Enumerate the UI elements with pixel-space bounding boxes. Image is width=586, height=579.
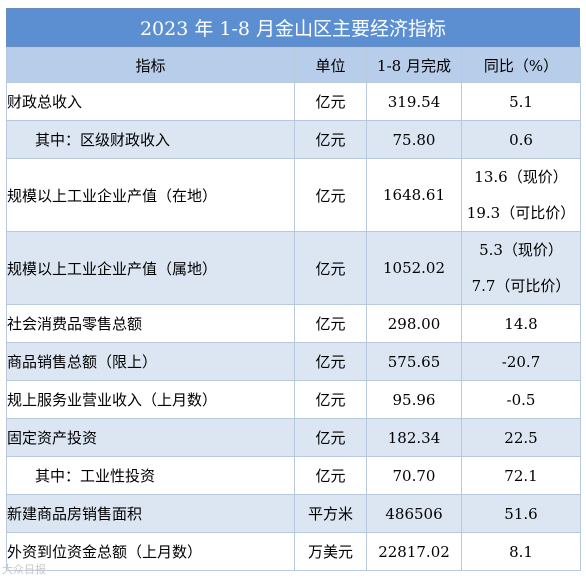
indicator-table: 指标 单位 1-8 月完成 同比（%） 财政总收入 亿元 319.54 5.1 … [6, 47, 581, 571]
row-name: 社会消费品零售总额 [6, 304, 295, 343]
row-name: 商品销售总额（限上） [6, 342, 295, 381]
row-yoy-current-price: 13.6（现价） [474, 168, 568, 186]
row-name: 新建商品房销售面积 [6, 494, 295, 533]
row-value: 1648.61 [366, 158, 462, 232]
row-yoy-current-price: 5.3（现价） [479, 241, 563, 259]
row-value: 319.54 [366, 82, 462, 121]
row-unit: 亿元 [294, 231, 367, 305]
row-unit: 亿元 [294, 456, 367, 495]
table-row: 固定资产投资 亿元 182.34 22.5 [6, 418, 581, 457]
row-value: 182.34 [366, 418, 462, 457]
header-completed: 1-8 月完成 [366, 47, 462, 83]
row-unit: 平方米 [294, 494, 367, 533]
row-yoy: -0.5 [461, 380, 581, 419]
row-yoy: 5.1 [461, 82, 581, 121]
table-row: 新建商品房销售面积 平方米 486506 51.6 [6, 494, 581, 533]
row-name: 规模以上工业企业产值（在地） [6, 158, 295, 232]
table-row: 规模以上工业企业产值（属地） 亿元 1052.02 5.3（现价） 7.7（可比… [6, 231, 581, 305]
row-value: 486506 [366, 494, 462, 533]
row-yoy: 14.8 [461, 304, 581, 343]
table-row: 规上服务业营业收入（上月数） 亿元 95.96 -0.5 [6, 380, 581, 419]
row-yoy: 72.1 [461, 456, 581, 495]
row-value: 575.65 [366, 342, 462, 381]
row-yoy-cell: 5.3（现价） 7.7（可比价） [461, 231, 581, 305]
table-title: 2023 年 1-8 月金山区主要经济指标 [6, 8, 580, 47]
row-unit: 亿元 [294, 380, 367, 419]
table-row: 其中：工业性投资 亿元 70.70 72.1 [6, 456, 581, 495]
header-indicator: 指标 [6, 47, 295, 83]
header-yoy: 同比（%） [461, 47, 581, 83]
row-unit: 亿元 [294, 158, 367, 232]
row-value: 22817.02 [366, 532, 462, 571]
row-unit: 亿元 [294, 82, 367, 121]
row-name: 固定资产投资 [6, 418, 295, 457]
row-unit: 万美元 [294, 532, 367, 571]
table-row: 规模以上工业企业产值（在地） 亿元 1648.61 13.6（现价） 19.3（… [6, 158, 581, 232]
row-name: 其中：工业性投资 [6, 456, 295, 495]
row-yoy-cell: 13.6（现价） 19.3（可比价） [461, 158, 581, 232]
row-value: 1052.02 [366, 231, 462, 305]
row-name: 规上服务业营业收入（上月数） [6, 380, 295, 419]
row-yoy: 8.1 [461, 532, 581, 571]
row-value: 95.96 [366, 380, 462, 419]
table-row: 财政总收入 亿元 319.54 5.1 [6, 82, 581, 121]
row-value: 298.00 [366, 304, 462, 343]
table-row: 社会消费品零售总额 亿元 298.00 14.8 [6, 304, 581, 343]
row-yoy: -20.7 [461, 342, 581, 381]
row-unit: 亿元 [294, 304, 367, 343]
header-row: 指标 单位 1-8 月完成 同比（%） [6, 47, 581, 83]
row-name: 其中：区级财政收入 [6, 120, 295, 159]
row-unit: 亿元 [294, 418, 367, 457]
row-yoy: 51.6 [461, 494, 581, 533]
row-unit: 亿元 [294, 120, 367, 159]
header-unit: 单位 [294, 47, 367, 83]
row-yoy-comparable-price: 19.3（可比价） [466, 204, 576, 222]
indicator-table-frame: 2023 年 1-8 月金山区主要经济指标 指标 单位 1-8 月完成 同比（%… [6, 8, 581, 576]
table-row: 其中：区级财政收入 亿元 75.80 0.6 [6, 120, 581, 159]
source-watermark: 大众日报 [2, 563, 46, 576]
row-value: 75.80 [366, 120, 462, 159]
row-yoy-comparable-price: 7.7（可比价） [471, 277, 571, 295]
row-yoy: 0.6 [461, 120, 581, 159]
row-name: 规模以上工业企业产值（属地） [6, 231, 295, 305]
row-value: 70.70 [366, 456, 462, 495]
table-row: 商品销售总额（限上） 亿元 575.65 -20.7 [6, 342, 581, 381]
row-name: 外资到位资金总额（上月数） [6, 532, 295, 571]
row-unit: 亿元 [294, 342, 367, 381]
row-yoy: 22.5 [461, 418, 581, 457]
table-row: 外资到位资金总额（上月数） 万美元 22817.02 8.1 [6, 532, 581, 571]
row-name: 财政总收入 [6, 82, 295, 121]
